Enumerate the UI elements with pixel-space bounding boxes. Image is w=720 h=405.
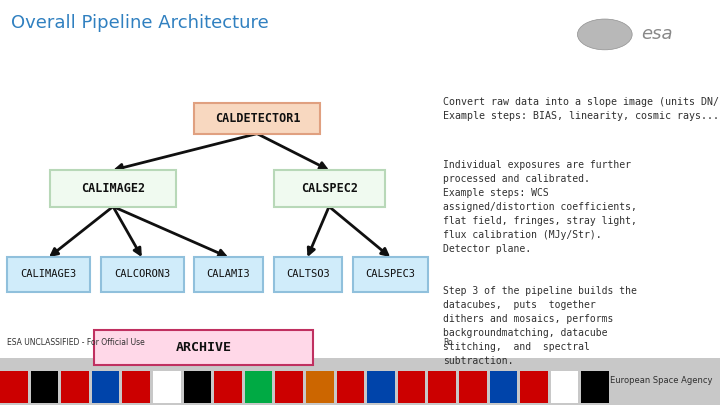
Text: CALDETECTOR1: CALDETECTOR1 [215,112,300,125]
FancyBboxPatch shape [353,257,428,292]
Bar [215,371,242,403]
Text: ARCHIVE: ARCHIVE [176,341,231,354]
Bar [0,328,720,358]
FancyBboxPatch shape [194,103,320,134]
Text: CALTSO3: CALTSO3 [286,269,330,279]
Circle shape [577,19,632,50]
FancyBboxPatch shape [274,170,385,207]
Text: European Space Agency: European Space Agency [611,376,713,385]
Bar [490,371,517,403]
FancyBboxPatch shape [274,257,342,292]
Bar [428,371,456,403]
Bar [122,371,150,403]
Bar [61,371,89,403]
Bar [0,371,27,403]
Text: Individual exposures are further
processed and calibrated.
Example steps: WCS
as: Individual exposures are further process… [443,160,636,254]
Text: CALIMAGE3: CALIMAGE3 [20,269,77,279]
Text: esa: esa [641,26,672,43]
Bar [245,371,272,403]
Text: CALCORON3: CALCORON3 [114,269,171,279]
FancyBboxPatch shape [50,170,176,207]
Text: Overall Pipeline Architecture: Overall Pipeline Architecture [11,14,269,32]
Bar [153,371,181,403]
Bar [520,371,548,403]
Text: Step 3 of the pipeline builds the
datacubes,  puts  together
dithers and mosaics: Step 3 of the pipeline builds the datacu… [443,286,636,366]
FancyBboxPatch shape [101,257,184,292]
Text: Convert raw data into a slope image (units DN/s).
Example steps: BIAS, linearity: Convert raw data into a slope image (uni… [443,97,720,122]
FancyBboxPatch shape [194,257,263,292]
Bar [397,371,426,403]
FancyBboxPatch shape [7,257,90,292]
Text: CALSPEC2: CALSPEC2 [301,182,358,195]
Bar [581,371,609,403]
Bar [551,371,578,403]
Text: CALIMAGE2: CALIMAGE2 [81,182,145,195]
Bar [459,371,487,403]
Bar [275,371,303,403]
Bar [306,371,333,403]
Bar [367,371,395,403]
FancyBboxPatch shape [94,330,313,364]
Bar [92,371,120,403]
Text: CALSPEC3: CALSPEC3 [366,269,415,279]
Bar [30,371,58,403]
Bar [336,371,364,403]
Text: Ro: Ro [443,338,452,347]
Text: CALAMI3: CALAMI3 [207,269,251,279]
Bar [0,358,720,405]
Bar [184,371,211,403]
Text: ESA UNCLASSIFIED - For Official Use: ESA UNCLASSIFIED - For Official Use [7,338,145,347]
